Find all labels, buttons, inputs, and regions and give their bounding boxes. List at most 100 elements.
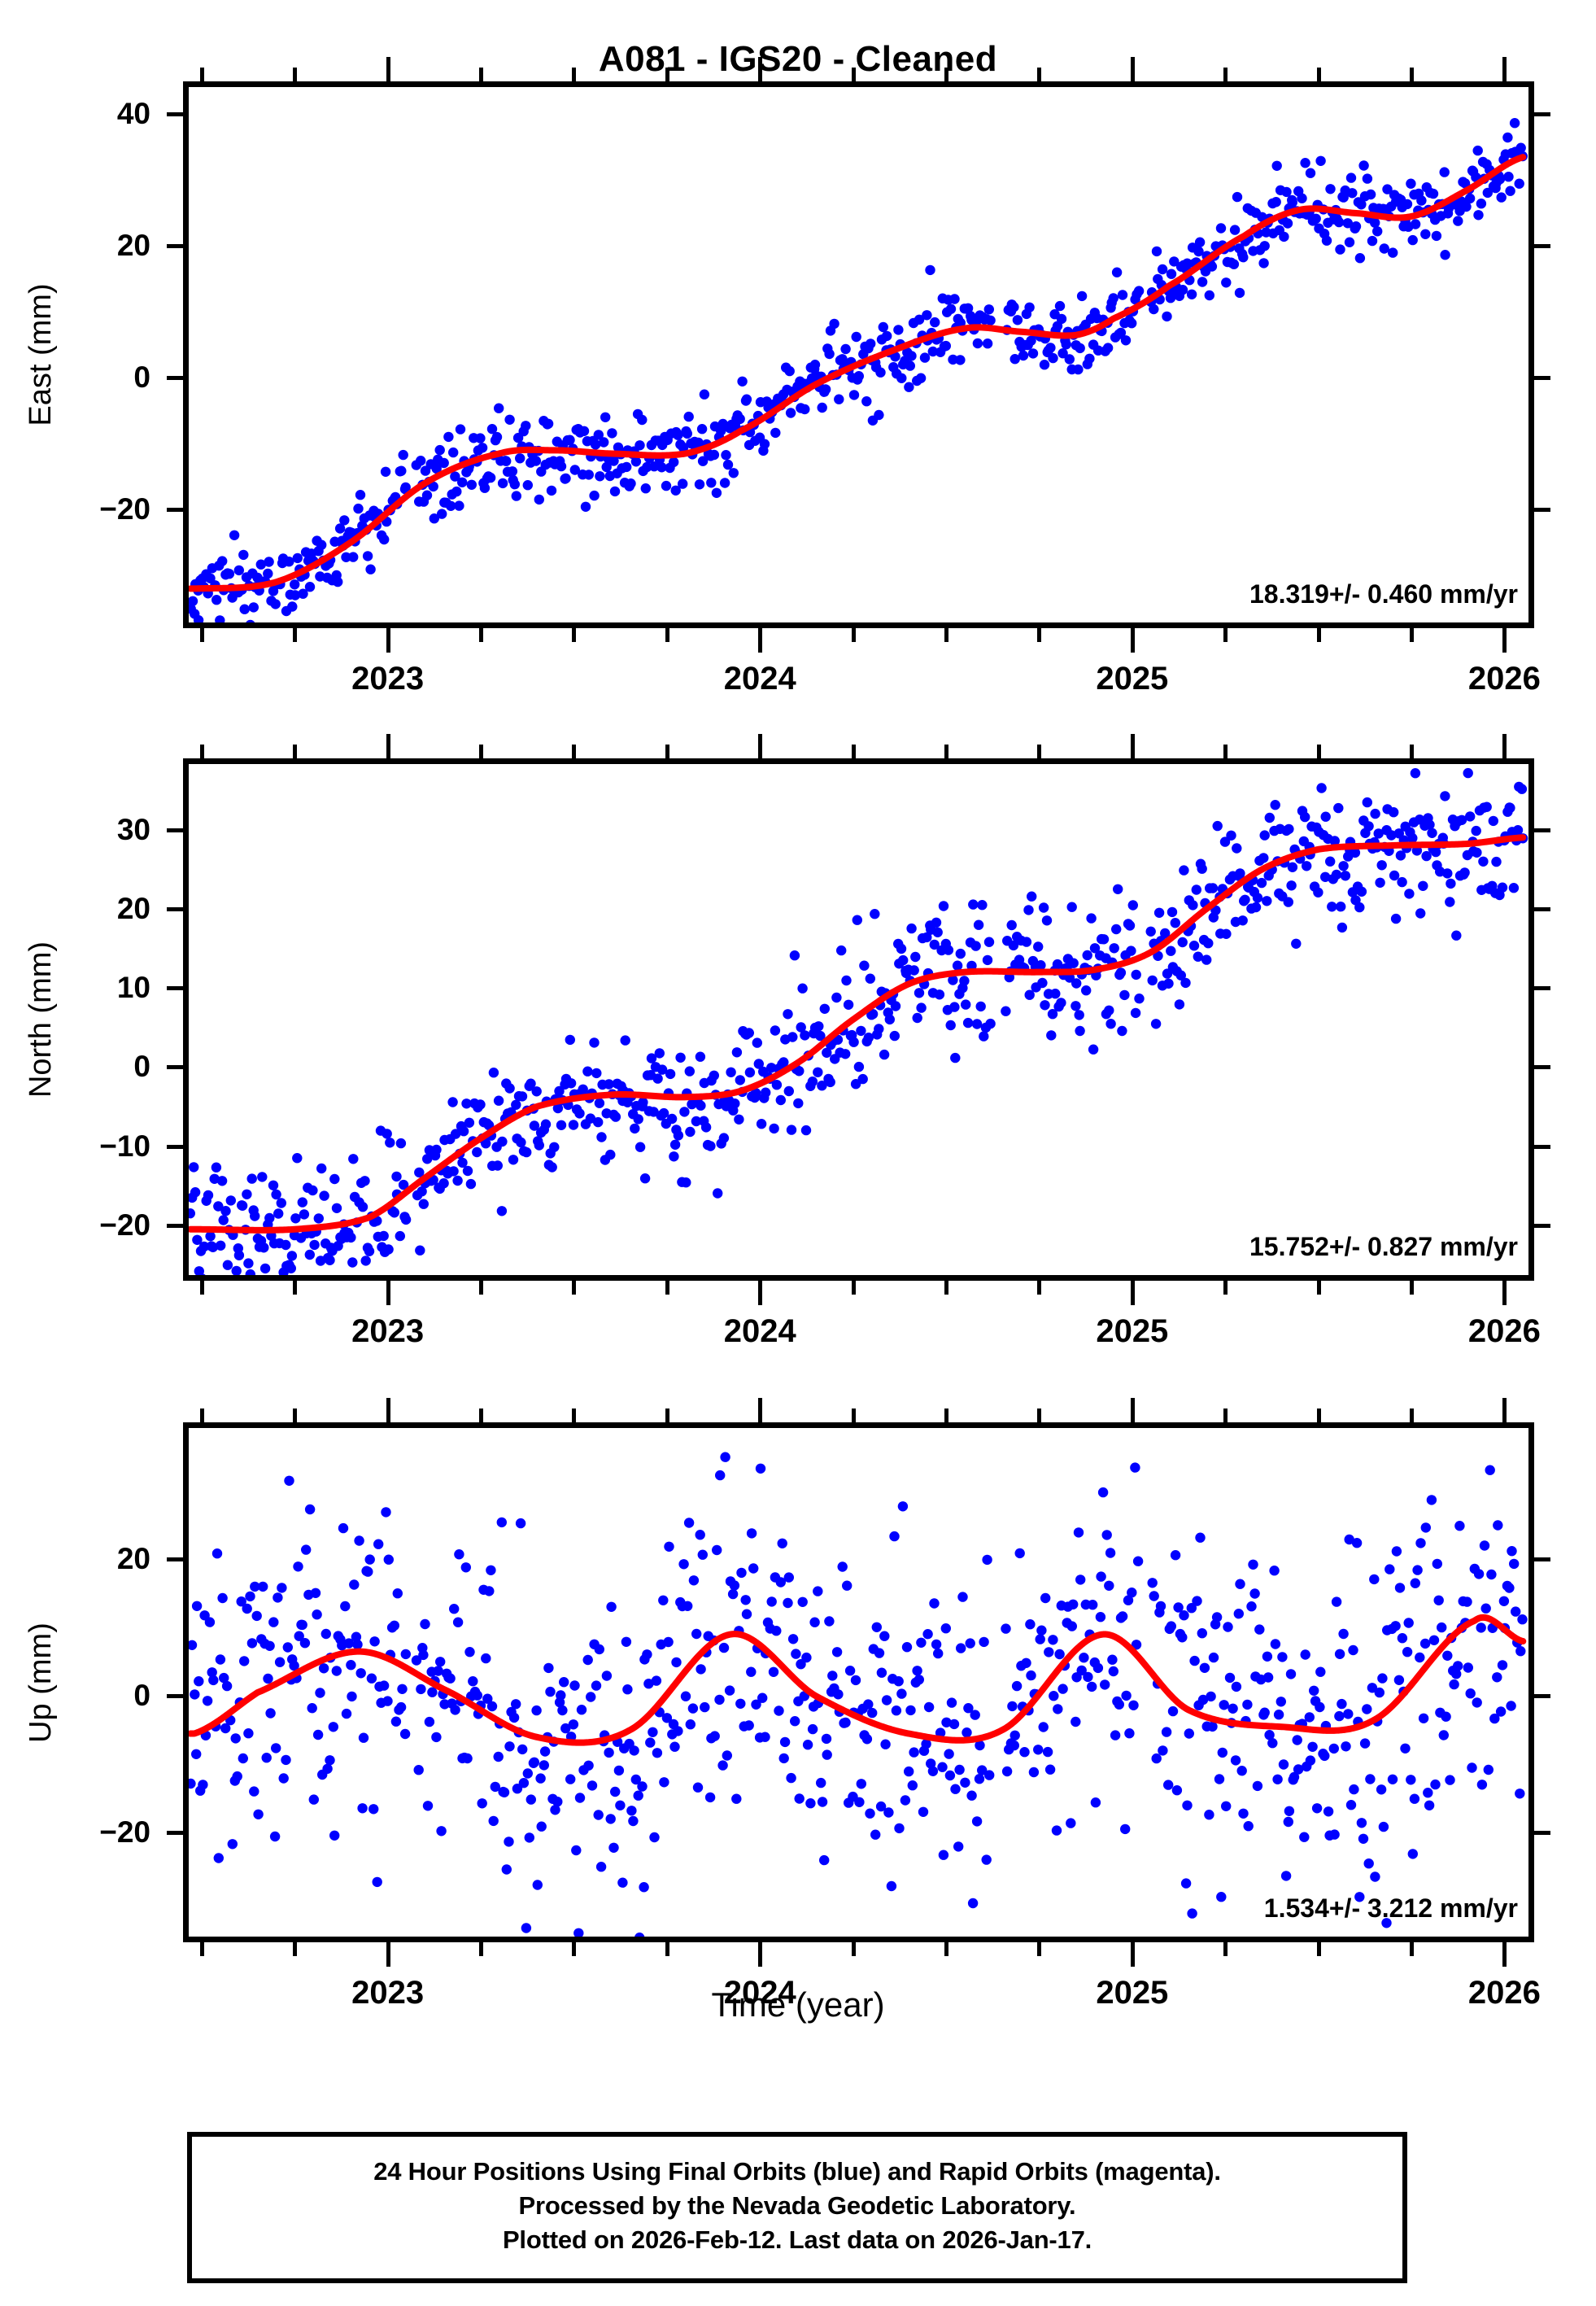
plot-area-north [183, 758, 1534, 1281]
x-tick-major [1130, 628, 1135, 653]
y-tick-up [167, 1557, 183, 1562]
x-tick-minor [479, 1942, 484, 1956]
y-tick-east [1534, 112, 1550, 117]
x-tick-label: 2025 [1096, 1313, 1169, 1349]
y-tick-east [167, 112, 183, 117]
rate-annotation-up: 1.534+/- 3.212 mm/yr [1263, 1893, 1518, 1923]
x-tick-minor [944, 1281, 949, 1295]
x-tick-minor-top [1223, 68, 1228, 81]
plot-area-east [183, 81, 1534, 628]
y-axis-label-up: Up (mm) [24, 1622, 58, 1743]
x-tick-major-top [1502, 57, 1507, 81]
y-tick-up [1534, 1831, 1550, 1836]
x-tick-minor-top [1037, 1408, 1042, 1422]
x-tick-minor-top [199, 1408, 204, 1422]
footer-caption-box: 24 Hour Positions Using Final Orbits (bl… [187, 2132, 1407, 2284]
x-tick-minor-top [479, 745, 484, 758]
footer-line-1: 24 Hour Positions Using Final Orbits (bl… [373, 2157, 1221, 2186]
x-tick-label: 2024 [723, 1313, 796, 1349]
x-tick-minor [199, 1281, 204, 1295]
x-tick-label: 2026 [1467, 1975, 1541, 2011]
x-tick-major [758, 628, 763, 653]
x-tick-minor [572, 628, 577, 642]
x-tick-major-top [1130, 734, 1135, 758]
x-tick-minor [572, 1942, 577, 1956]
x-tick-minor-top [944, 68, 949, 81]
y-tick-north [167, 906, 183, 911]
y-tick-north [1534, 1223, 1550, 1228]
y-tick-east [1534, 244, 1550, 249]
x-tick-minor-top [1316, 1408, 1321, 1422]
y-tick-up [167, 1831, 183, 1836]
x-tick-minor [293, 1281, 298, 1295]
y-tick-north [1534, 1144, 1550, 1149]
footer-line-2: Processed by the Nevada Geodetic Laborat… [518, 2191, 1076, 2221]
x-tick-minor [572, 1281, 577, 1295]
y-tick-label-east: −20 [99, 492, 150, 526]
x-tick-minor [479, 628, 484, 642]
y-tick-label-north: 0 [133, 1050, 150, 1084]
x-tick-minor-top [851, 1408, 856, 1422]
x-tick-minor-top [1316, 68, 1321, 81]
x-tick-minor [1316, 1942, 1321, 1956]
data-points-up [189, 1452, 1528, 1937]
x-tick-minor-top [1223, 745, 1228, 758]
x-tick-minor-top [199, 68, 204, 81]
y-tick-east [1534, 508, 1550, 513]
plot-area-up [183, 1422, 1534, 1942]
x-tick-major [386, 1942, 390, 1967]
x-tick-minor [665, 1942, 669, 1956]
x-tick-label: 2024 [723, 661, 796, 697]
x-tick-major [386, 628, 390, 653]
footer-line-3: Plotted on 2026-Feb-12. Last data on 202… [502, 2225, 1092, 2255]
y-tick-label-north: −10 [99, 1129, 150, 1163]
x-tick-minor [293, 628, 298, 642]
y-tick-east [167, 508, 183, 513]
x-tick-minor [944, 1942, 949, 1956]
y-tick-label-north: 10 [116, 971, 150, 1005]
y-tick-east [167, 244, 183, 249]
y-tick-north [167, 1223, 183, 1228]
x-tick-label: 2023 [351, 1975, 425, 2011]
scatter-east [189, 118, 1528, 622]
x-tick-minor-top [944, 745, 949, 758]
x-tick-minor-top [572, 745, 577, 758]
x-tick-major-top [1130, 1398, 1135, 1422]
x-tick-minor-top [293, 745, 298, 758]
x-tick-minor-top [293, 68, 298, 81]
x-tick-major [758, 1281, 763, 1305]
x-tick-minor [665, 1281, 669, 1295]
x-tick-minor-top [572, 1408, 577, 1422]
x-tick-minor [665, 628, 669, 642]
x-tick-major-top [1502, 1398, 1507, 1422]
x-tick-minor [199, 1942, 204, 1956]
x-tick-minor [1223, 628, 1228, 642]
x-tick-minor [479, 1281, 484, 1295]
y-tick-east [1534, 376, 1550, 381]
x-tick-label: 2026 [1467, 1313, 1541, 1349]
x-tick-major [758, 1942, 763, 1967]
x-tick-major [386, 1281, 390, 1305]
x-tick-label: 2023 [351, 1313, 425, 1349]
scatter-up [189, 1452, 1528, 1937]
y-tick-east [167, 376, 183, 381]
x-tick-major-top [386, 1398, 390, 1422]
x-tick-minor-top [1410, 68, 1414, 81]
x-tick-minor-top [851, 68, 856, 81]
x-tick-label: 2023 [351, 661, 425, 697]
y-tick-label-east: 0 [133, 360, 150, 395]
x-tick-minor [293, 1942, 298, 1956]
rate-annotation-north: 15.752+/- 0.827 mm/yr [1249, 1232, 1518, 1261]
x-tick-minor-top [1037, 68, 1042, 81]
x-tick-major-top [758, 57, 763, 81]
x-tick-minor [1223, 1942, 1228, 1956]
trend-line-east [189, 154, 1527, 592]
x-tick-minor-top [944, 1408, 949, 1422]
y-tick-north [1534, 828, 1550, 832]
x-tick-minor [851, 1281, 856, 1295]
x-tick-major [1130, 1281, 1135, 1305]
x-tick-minor-top [293, 1408, 298, 1422]
x-tick-major-top [1130, 57, 1135, 81]
